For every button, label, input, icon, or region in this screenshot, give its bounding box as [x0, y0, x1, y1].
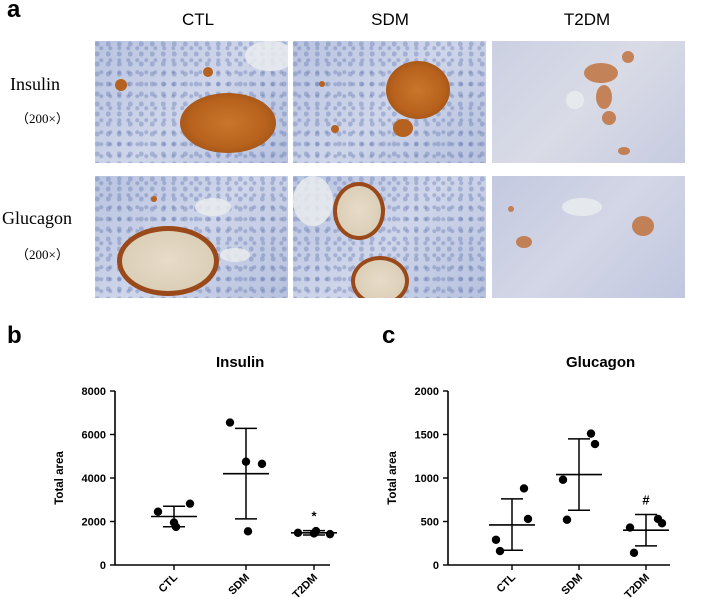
row-magnification-glucagon: （200×） — [16, 247, 69, 262]
data-point — [523, 514, 533, 524]
data-point — [171, 522, 181, 532]
column-header-ctl: CTL — [181, 10, 215, 29]
x-tick-label: CTL — [495, 571, 519, 595]
data-point — [558, 475, 568, 484]
data-point — [491, 535, 501, 544]
y-axis-label: Total area — [54, 451, 66, 505]
x-tick-label: T2DM — [290, 572, 320, 602]
row-magnification-insulin: （200×） — [16, 111, 69, 126]
data-point — [625, 523, 635, 532]
data-point — [185, 499, 195, 508]
x-tick-label: SDM — [559, 572, 585, 598]
y-tick-label: 2000 — [415, 386, 439, 398]
data-point — [325, 529, 335, 539]
panel-b-label: b — [7, 322, 22, 349]
data-point — [562, 515, 572, 524]
significance-mark: * — [311, 509, 317, 524]
panel-c-label: c — [382, 322, 396, 349]
chart-insulin: 0 2000 4000 6000 8000 Total area CTL SDM T2DM * — [54, 386, 337, 602]
panel-a-label: a — [7, 0, 21, 23]
row-label-glucagon: Glucagon — [2, 208, 72, 228]
micrograph-glucagon-sdm — [293, 176, 486, 298]
y-tick-label: 2000 — [82, 517, 106, 529]
y-tick-label: 0 — [433, 560, 439, 572]
data-point — [590, 439, 600, 449]
data-point — [629, 548, 639, 558]
y-tick-label: 1000 — [415, 473, 439, 485]
y-tick-label: 6000 — [82, 430, 106, 442]
data-point — [241, 457, 251, 466]
y-tick-label: 500 — [421, 517, 439, 529]
x-tick-label: SDM — [226, 572, 252, 598]
data-point — [519, 484, 529, 493]
data-point — [311, 526, 321, 536]
y-tick-label: 8000 — [82, 386, 106, 398]
x-tick-label: T2DM — [622, 572, 652, 602]
data-point — [243, 527, 253, 536]
row-label-insulin: Insulin — [10, 74, 61, 94]
y-tick-label: 1500 — [415, 430, 439, 442]
chart-glucagon: 0 500 1000 1500 2000 Total area CTL SDM T2DM # — [387, 386, 670, 602]
data-point — [257, 459, 267, 469]
micrograph-insulin-t2dm — [492, 41, 685, 163]
y-tick-label: 4000 — [82, 473, 106, 485]
column-header-sdm: SDM — [371, 10, 409, 29]
y-axis-label: Total area — [387, 451, 399, 505]
y-tick-label: 0 — [100, 560, 106, 572]
data-point — [225, 418, 235, 427]
column-header-t2dm: T2DM — [563, 10, 611, 29]
micrograph-insulin-ctl — [95, 41, 288, 163]
micrograph-insulin-sdm — [293, 41, 486, 163]
data-point — [495, 546, 505, 556]
data-point — [293, 528, 303, 538]
data-point — [586, 429, 596, 438]
x-tick-label: CTL — [157, 571, 181, 595]
data-point — [153, 507, 163, 516]
significance-mark: # — [642, 493, 650, 508]
data-point — [657, 519, 667, 528]
chart-title-insulin: Insulin — [216, 354, 265, 371]
micrograph-glucagon-ctl — [95, 176, 288, 298]
chart-title-glucagon: Glucagon — [566, 354, 636, 371]
micrograph-glucagon-t2dm — [492, 176, 685, 298]
